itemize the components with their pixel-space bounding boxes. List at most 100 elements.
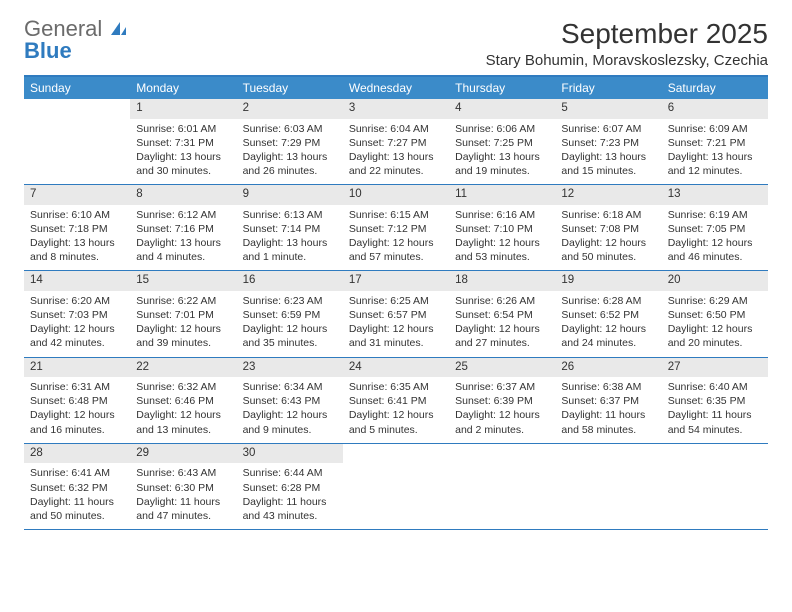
day-day2: and 19 minutes. [455,164,549,178]
day-cell: 30Sunrise: 6:44 AMSunset: 6:28 PMDayligh… [237,444,343,529]
day-sunrise: Sunrise: 6:26 AM [455,294,549,308]
day-day2: and 30 minutes. [136,164,230,178]
day-sunset: Sunset: 6:57 PM [349,308,443,322]
day-sunset: Sunset: 7:01 PM [136,308,230,322]
day-sunrise: Sunrise: 6:37 AM [455,380,549,394]
day-cell: 12Sunrise: 6:18 AMSunset: 7:08 PMDayligh… [555,185,661,270]
day-cell [24,99,130,184]
logo-sail-icon [110,21,128,37]
dow-cell: Friday [555,77,661,99]
day-day1: Daylight: 11 hours [561,408,655,422]
day-cell: 9Sunrise: 6:13 AMSunset: 7:14 PMDaylight… [237,185,343,270]
day-sunrise: Sunrise: 6:03 AM [243,122,337,136]
day-day1: Daylight: 12 hours [243,322,337,336]
day-sunset: Sunset: 6:43 PM [243,394,337,408]
day-sunrise: Sunrise: 6:32 AM [136,380,230,394]
day-sunrise: Sunrise: 6:01 AM [136,122,230,136]
day-day2: and 12 minutes. [668,164,762,178]
calendar: SundayMondayTuesdayWednesdayThursdayFrid… [24,75,768,530]
day-number: 3 [343,99,449,119]
day-day1: Daylight: 12 hours [668,236,762,250]
day-day1: Daylight: 12 hours [30,322,124,336]
day-number: 1 [130,99,236,119]
day-cell: 17Sunrise: 6:25 AMSunset: 6:57 PMDayligh… [343,271,449,356]
day-cell: 14Sunrise: 6:20 AMSunset: 7:03 PMDayligh… [24,271,130,356]
day-day1: Daylight: 12 hours [561,322,655,336]
day-day2: and 57 minutes. [349,250,443,264]
day-sunset: Sunset: 6:41 PM [349,394,443,408]
day-day1: Daylight: 13 hours [30,236,124,250]
day-day2: and 50 minutes. [561,250,655,264]
day-day1: Daylight: 12 hours [136,322,230,336]
day-number: 14 [24,271,130,291]
day-number: 12 [555,185,661,205]
day-number: 22 [130,358,236,378]
day-sunset: Sunset: 7:14 PM [243,222,337,236]
day-cell: 13Sunrise: 6:19 AMSunset: 7:05 PMDayligh… [662,185,768,270]
day-day2: and 50 minutes. [30,509,124,523]
day-day2: and 16 minutes. [30,423,124,437]
day-number: 18 [449,271,555,291]
day-day1: Daylight: 12 hours [349,322,443,336]
day-number: 10 [343,185,449,205]
day-day2: and 4 minutes. [136,250,230,264]
day-sunset: Sunset: 7:27 PM [349,136,443,150]
day-sunset: Sunset: 7:12 PM [349,222,443,236]
day-sunrise: Sunrise: 6:15 AM [349,208,443,222]
day-sunrise: Sunrise: 6:28 AM [561,294,655,308]
day-sunrise: Sunrise: 6:34 AM [243,380,337,394]
day-day1: Daylight: 13 hours [243,150,337,164]
day-sunrise: Sunrise: 6:13 AM [243,208,337,222]
day-number: 21 [24,358,130,378]
day-day1: Daylight: 11 hours [30,495,124,509]
day-cell: 19Sunrise: 6:28 AMSunset: 6:52 PMDayligh… [555,271,661,356]
day-cell: 2Sunrise: 6:03 AMSunset: 7:29 PMDaylight… [237,99,343,184]
day-day2: and 54 minutes. [668,423,762,437]
day-day1: Daylight: 13 hours [349,150,443,164]
day-sunrise: Sunrise: 6:18 AM [561,208,655,222]
day-cell [555,444,661,529]
day-day1: Daylight: 11 hours [136,495,230,509]
day-sunset: Sunset: 6:28 PM [243,481,337,495]
day-day2: and 58 minutes. [561,423,655,437]
day-day1: Daylight: 12 hours [668,322,762,336]
day-number: 26 [555,358,661,378]
day-day2: and 39 minutes. [136,336,230,350]
day-sunrise: Sunrise: 6:38 AM [561,380,655,394]
day-number: 15 [130,271,236,291]
day-cell: 22Sunrise: 6:32 AMSunset: 6:46 PMDayligh… [130,358,236,443]
day-day1: Daylight: 13 hours [136,150,230,164]
day-number: 23 [237,358,343,378]
day-day1: Daylight: 13 hours [243,236,337,250]
day-number: 8 [130,185,236,205]
day-cell [662,444,768,529]
day-sunset: Sunset: 6:48 PM [30,394,124,408]
week-row: 7Sunrise: 6:10 AMSunset: 7:18 PMDaylight… [24,185,768,271]
day-day1: Daylight: 13 hours [561,150,655,164]
day-sunset: Sunset: 7:03 PM [30,308,124,322]
day-sunset: Sunset: 7:23 PM [561,136,655,150]
day-sunset: Sunset: 7:31 PM [136,136,230,150]
day-sunrise: Sunrise: 6:06 AM [455,122,549,136]
day-sunrise: Sunrise: 6:09 AM [668,122,762,136]
day-day1: Daylight: 12 hours [561,236,655,250]
calendar-page: General Blue September 2025 Stary Bohumi… [0,0,792,530]
day-sunset: Sunset: 6:32 PM [30,481,124,495]
day-day2: and 26 minutes. [243,164,337,178]
title-block: September 2025 Stary Bohumin, Moravskosl… [486,18,768,69]
day-sunset: Sunset: 6:50 PM [668,308,762,322]
day-number: 5 [555,99,661,119]
day-day2: and 53 minutes. [455,250,549,264]
day-cell: 4Sunrise: 6:06 AMSunset: 7:25 PMDaylight… [449,99,555,184]
week-row: 28Sunrise: 6:41 AMSunset: 6:32 PMDayligh… [24,444,768,530]
day-number: 28 [24,444,130,464]
day-day2: and 5 minutes. [349,423,443,437]
logo-part2: Blue [24,38,72,63]
day-number: 6 [662,99,768,119]
day-day2: and 42 minutes. [30,336,124,350]
week-row: 21Sunrise: 6:31 AMSunset: 6:48 PMDayligh… [24,358,768,444]
day-number: 19 [555,271,661,291]
day-sunrise: Sunrise: 6:44 AM [243,466,337,480]
day-day1: Daylight: 11 hours [668,408,762,422]
day-number: 4 [449,99,555,119]
